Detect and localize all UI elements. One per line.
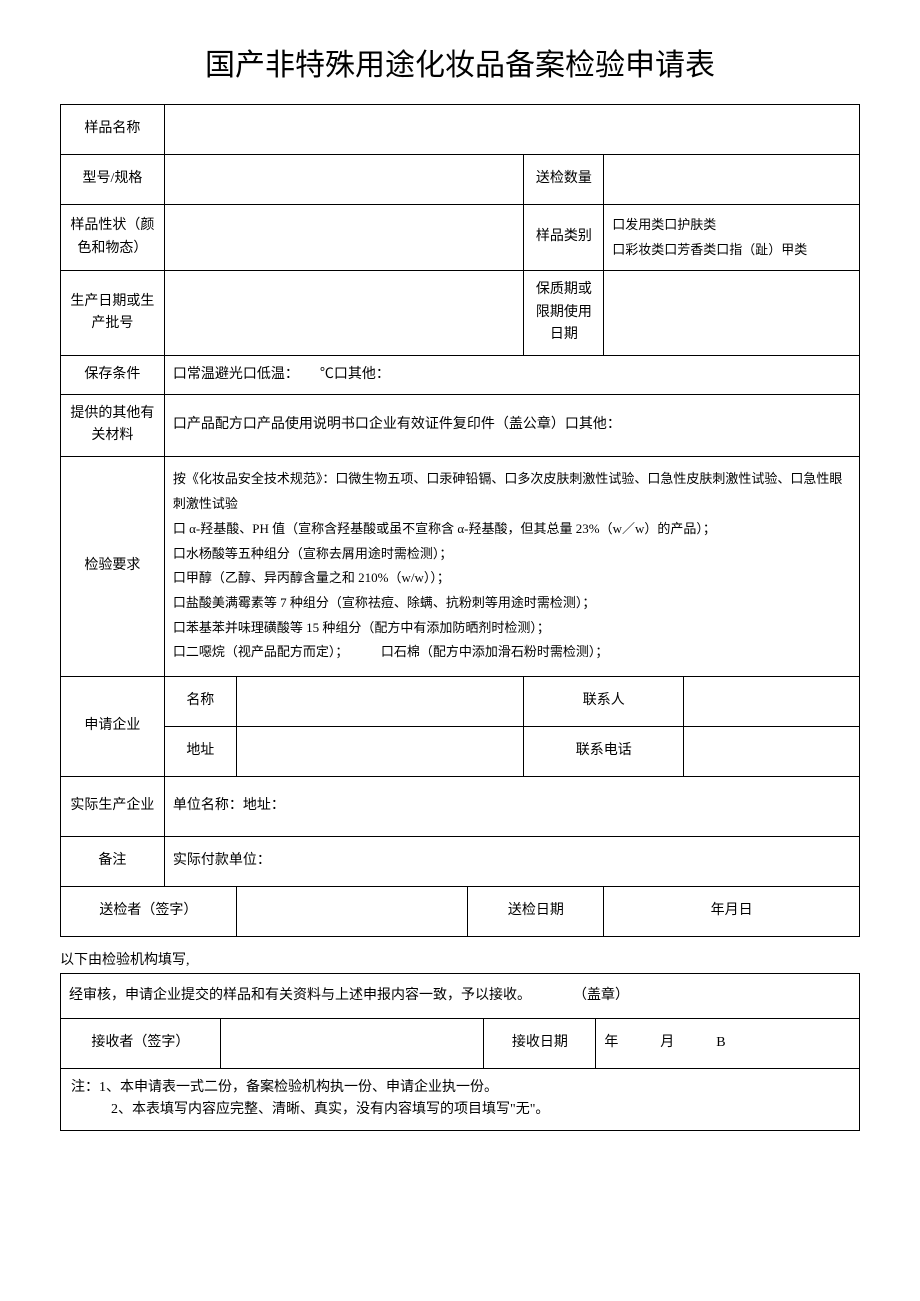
field-producer[interactable]: 单位名称：地址： [164,776,859,836]
label-send-date: 送检日期 [468,886,604,936]
field-qty[interactable] [604,155,860,205]
footnote-2: 2、本表填写内容应完整、清晰、真实，没有内容填写的项目填写"无"。 [71,1099,849,1121]
label-phone: 联系电话 [524,726,684,776]
section2-title: 以下由检验机构填写, [60,949,860,969]
label-applicant-address: 地址 [164,726,236,776]
label-sample-name: 样品名称 [61,105,165,155]
label-requirements: 检验要求 [61,456,165,676]
field-remark[interactable]: 实际付款单位： [164,836,859,886]
field-sample-name[interactable] [164,105,859,155]
label-storage: 保存条件 [61,355,165,394]
label-applicant: 申请企业 [61,676,165,776]
label-applicant-name: 名称 [164,676,236,726]
field-applicant-address[interactable] [236,726,524,776]
field-requirements[interactable]: 按《化妆品安全技术规范》：口微生物五项、口汞砷铅镉、口多次皮肤刺激性试验、口急性… [164,456,859,676]
field-sender[interactable] [236,886,468,936]
label-shelf-life: 保质期或限期使用日期 [524,271,604,355]
label-producer: 实际生产企业 [61,776,165,836]
field-storage[interactable]: 口常温避光口低温： ℃口其他： [164,355,859,394]
label-recv-date: 接收日期 [484,1018,596,1068]
label-model-spec: 型号/规格 [61,155,165,205]
field-applicant-name[interactable] [236,676,524,726]
label-receiver: 接收者（签字） [61,1018,221,1068]
label-contact: 联系人 [524,676,684,726]
field-materials[interactable]: 口产品配方口产品使用说明书口企业有效证件复印件（盖公章）口其他： [164,394,859,456]
field-phone[interactable] [684,726,860,776]
field-send-date[interactable]: 年月日 [604,886,860,936]
label-materials: 提供的其他有关材料 [61,394,165,456]
footnote-1: 注：1、本申请表一式二份，备案检验机构执一份、申请企业执一份。 [71,1077,849,1099]
footnotes: 注：1、本申请表一式二份，备案检验机构执一份、申请企业执一份。 2、本表填写内容… [61,1068,860,1130]
label-category: 样品类别 [524,205,604,271]
label-prod-date: 生产日期或生产批号 [61,271,165,355]
label-remark: 备注 [61,836,165,886]
field-category[interactable]: 口发用类口护肤类 口彩妆类口芳香类口指（趾）甲类 [604,205,860,271]
field-appearance[interactable] [164,205,524,271]
label-sender: 送检者（签字） [61,886,237,936]
field-contact[interactable] [684,676,860,726]
label-qty: 送检数量 [524,155,604,205]
label-appearance: 样品性状（颜色和物态） [61,205,165,271]
field-prod-date[interactable] [164,271,524,355]
field-receiver[interactable] [220,1018,484,1068]
page-title: 国产非特殊用途化妆品备案检验申请表 [60,40,860,84]
field-shelf-life[interactable] [604,271,860,355]
field-recv-date[interactable]: 年 月 B [596,1018,860,1068]
approval-text: 经审核，申请企业提交的样品和有关资料与上述申报内容一致，予以接收。 （盖章） [61,973,860,1018]
approval-table: 经审核，申请企业提交的样品和有关资料与上述申报内容一致，予以接收。 （盖章） 接… [60,973,860,1131]
main-form-table: 样品名称 型号/规格 送检数量 样品性状（颜色和物态） 样品类别 口发用类口护肤… [60,104,860,937]
field-model-spec[interactable] [164,155,524,205]
